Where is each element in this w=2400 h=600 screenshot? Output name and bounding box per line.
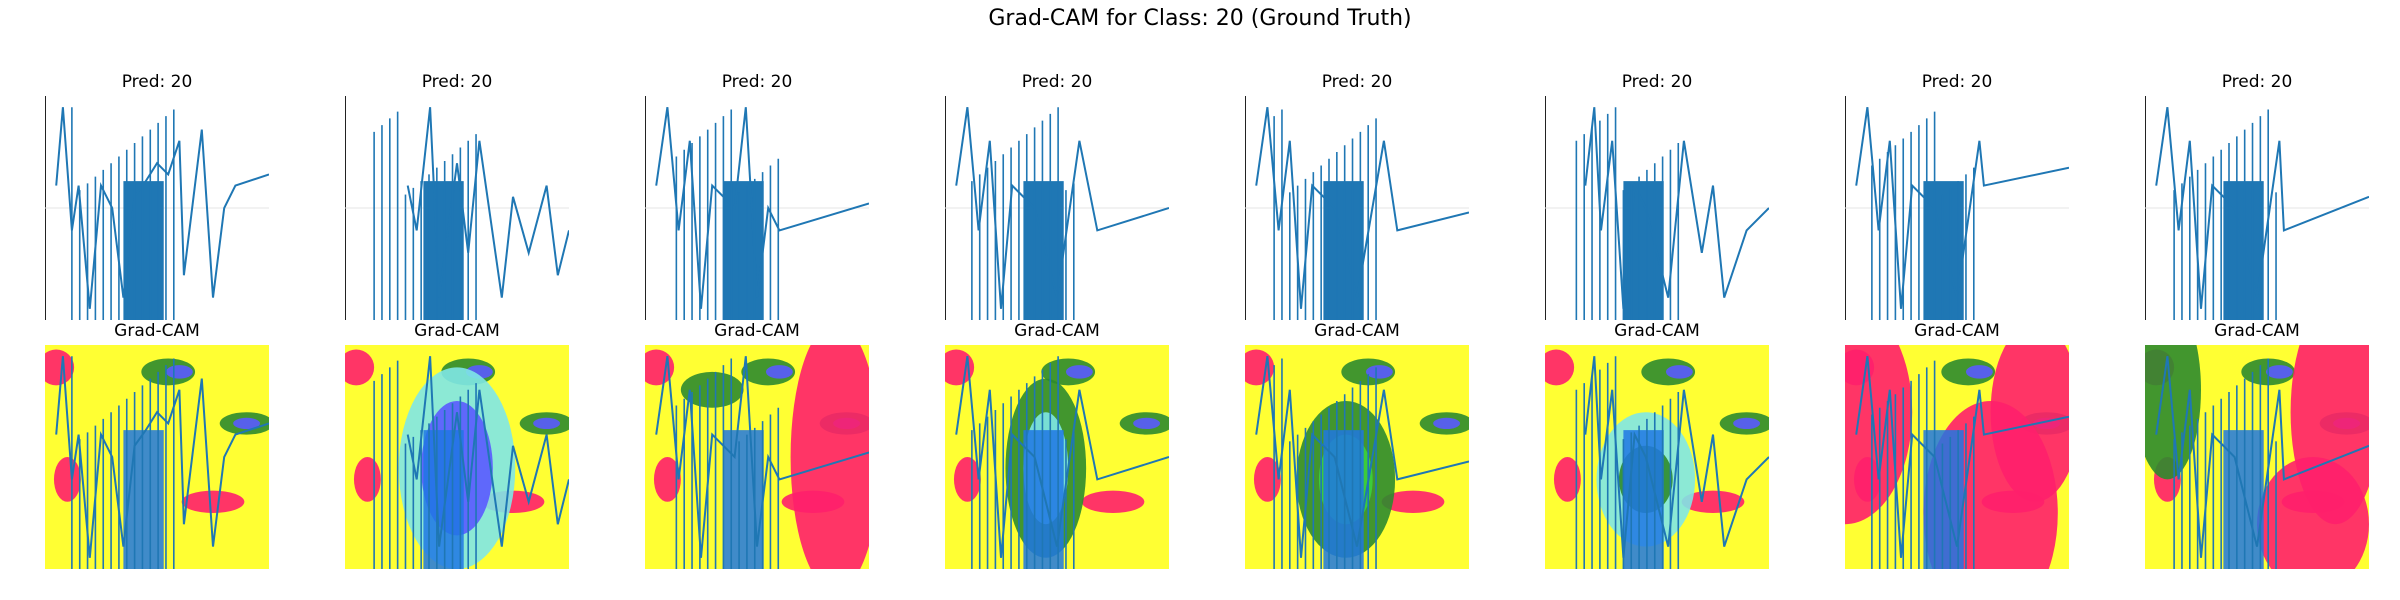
heatmap-blob xyxy=(533,417,561,429)
figure-title: Grad-CAM for Class: 20 (Ground Truth) xyxy=(988,6,1412,31)
heatmap-blob xyxy=(790,345,869,569)
gradcam-heatmap xyxy=(1245,345,1469,569)
heatmap-blob xyxy=(653,457,681,502)
prediction-panel: Pred: 20 xyxy=(345,72,569,320)
heatmap-blob xyxy=(680,371,744,408)
gradcam-panel: Grad-CAM xyxy=(345,321,569,569)
signal-line xyxy=(1855,356,2069,558)
gradcam-heatmap xyxy=(1845,345,2069,569)
prediction-plot xyxy=(2145,96,2369,320)
prediction-plot xyxy=(945,96,1169,320)
prediction-plot xyxy=(1245,96,1469,320)
heatmap-blob xyxy=(1545,349,1575,386)
prediction-title: Pred: 20 xyxy=(2221,72,2293,92)
heatmap-blob xyxy=(953,457,981,502)
prediction-panel: Pred: 20 xyxy=(1845,72,2069,320)
heatmap-blob xyxy=(181,490,245,513)
gradcam-title: Grad-CAM xyxy=(1614,321,1700,341)
gradcam-title: Grad-CAM xyxy=(414,321,500,341)
signal-block xyxy=(423,181,464,320)
heatmap-blob xyxy=(1081,490,1145,513)
heatmap-blob xyxy=(1965,365,1993,379)
signal-line xyxy=(2155,356,2369,558)
prediction-title: Pred: 20 xyxy=(1921,72,1993,92)
signal-block xyxy=(423,430,464,569)
gradcam-title: Grad-CAM xyxy=(2214,321,2300,341)
heatmap-blob xyxy=(1381,490,1445,513)
gradcam-heatmap xyxy=(1545,345,1769,569)
signal-line xyxy=(1584,356,1769,558)
prediction-plot xyxy=(1545,96,1769,320)
signal-line xyxy=(2155,107,2369,309)
heatmap-blob xyxy=(353,457,381,502)
signal-block xyxy=(123,430,164,569)
heatmap-blob xyxy=(2257,457,2369,569)
prediction-title: Pred: 20 xyxy=(121,72,193,92)
gradcam-title: Grad-CAM xyxy=(1914,321,2000,341)
gradcam-title: Grad-CAM xyxy=(714,321,800,341)
signal-line xyxy=(55,107,269,309)
prediction-panel: Pred: 20 xyxy=(45,72,269,320)
gradcam-panel: Grad-CAM xyxy=(1845,321,2069,569)
prediction-plot xyxy=(45,96,269,320)
signal-line xyxy=(55,356,269,558)
gradcam-panel: Grad-CAM xyxy=(2145,321,2369,569)
heatmap-blob xyxy=(1733,417,1761,429)
prediction-title: Pred: 20 xyxy=(421,72,493,92)
prediction-plot xyxy=(1845,96,2069,320)
signal-block xyxy=(123,181,164,320)
gradcam-title: Grad-CAM xyxy=(114,321,200,341)
signal-line xyxy=(955,107,1169,309)
gradcam-heatmap xyxy=(45,345,269,569)
gradcam-title: Grad-CAM xyxy=(1014,321,1100,341)
prediction-title: Pred: 20 xyxy=(1021,72,1093,92)
signal-line xyxy=(406,107,569,298)
gradcam-heatmap xyxy=(345,345,569,569)
heatmap-blob xyxy=(1433,417,1461,429)
heatmap-blob xyxy=(1133,417,1161,429)
signal-line xyxy=(406,356,569,547)
signal-line xyxy=(1855,107,2069,309)
heatmap-blob xyxy=(1553,457,1581,502)
signal-line xyxy=(1584,107,1769,309)
prediction-plot xyxy=(645,96,869,320)
prediction-panel: Pred: 20 xyxy=(2145,72,2369,320)
prediction-panel: Pred: 20 xyxy=(945,72,1169,320)
gradcam-heatmap xyxy=(945,345,1169,569)
heatmap-blob xyxy=(2265,365,2293,379)
heatmap-blob xyxy=(1065,365,1093,379)
heatmap-blob xyxy=(1365,365,1393,379)
heatmap-blob xyxy=(1665,365,1693,379)
heatmap-blob xyxy=(45,349,75,386)
prediction-title: Pred: 20 xyxy=(1621,72,1693,92)
gradcam-panel: Grad-CAM xyxy=(945,321,1169,569)
prediction-title: Pred: 20 xyxy=(1321,72,1393,92)
gradcam-heatmap xyxy=(645,345,869,569)
heatmap-blob xyxy=(765,365,793,379)
prediction-panel: Pred: 20 xyxy=(645,72,869,320)
gradcam-heatmap xyxy=(2145,345,2369,569)
heatmap-blob xyxy=(345,349,375,386)
prediction-panel: Pred: 20 xyxy=(1545,72,1769,320)
prediction-plot xyxy=(345,96,569,320)
gradcam-title: Grad-CAM xyxy=(1314,321,1400,341)
gradcam-panel: Grad-CAM xyxy=(645,321,869,569)
heatmap-blob xyxy=(53,457,81,502)
prediction-panel: Pred: 20 xyxy=(1245,72,1469,320)
gradcam-panel: Grad-CAM xyxy=(1245,321,1469,569)
heatmap-blob xyxy=(165,365,193,379)
gradcam-panel: Grad-CAM xyxy=(45,321,269,569)
prediction-title: Pred: 20 xyxy=(721,72,793,92)
gradcam-panel: Grad-CAM xyxy=(1545,321,1769,569)
heatmap-blob xyxy=(233,417,261,429)
signal-line xyxy=(955,356,1169,558)
heatmap-blob xyxy=(1681,490,1745,513)
